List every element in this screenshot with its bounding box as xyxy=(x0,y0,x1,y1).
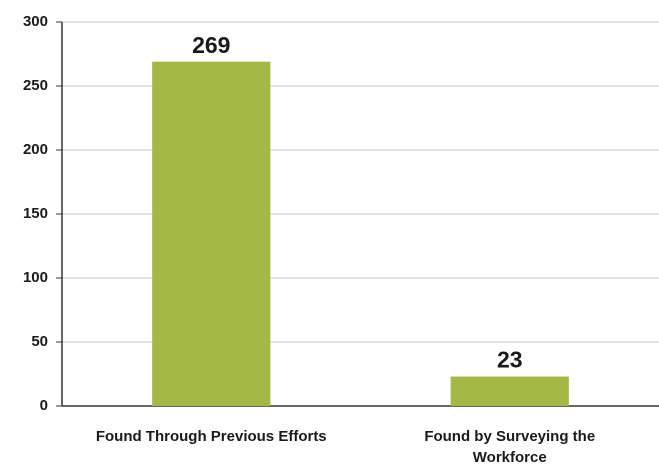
y-tick-label: 50 xyxy=(31,333,48,350)
y-tick-label: 100 xyxy=(23,269,48,286)
y-tick-label: 200 xyxy=(23,141,48,158)
y-tick-label: 0 xyxy=(40,397,48,414)
x-tick-label: Found by Surveying the Workforce xyxy=(424,428,595,466)
data-label: 23 xyxy=(497,347,523,373)
y-tick-label: 300 xyxy=(23,13,48,30)
bar xyxy=(450,376,569,406)
x-tick-label: Found Through Previous Efforts xyxy=(96,428,327,445)
data-label: 269 xyxy=(192,32,230,58)
y-tick-label: 250 xyxy=(23,77,48,94)
y-tick-label: 150 xyxy=(23,205,48,222)
bar xyxy=(152,61,271,407)
